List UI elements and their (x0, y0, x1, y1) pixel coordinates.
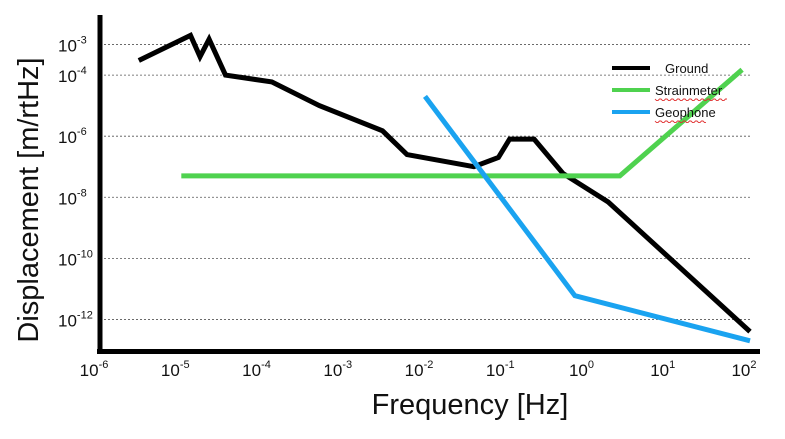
x-tick-label-6: 100 (569, 359, 594, 380)
x-tick-label-7: 101 (650, 359, 675, 380)
legend-label-geophone: Geophone (655, 105, 716, 120)
y-axis-title: Displacement [m/rtHz] (13, 57, 45, 342)
grid-lines (100, 44, 752, 320)
x-tick-label-3: 10-3 (323, 359, 352, 380)
y-tick-labels: 10-3 10-4 10-6 10-8 10-10 10-12 (58, 35, 93, 331)
legend-label-ground: Ground (665, 61, 708, 76)
y-tick-label-4: 10-10 (58, 248, 93, 269)
legend-label-strainmeter: Strainmeter (655, 83, 723, 98)
series-line-geophone (423, 94, 751, 344)
y-tick-label-3: 10-8 (58, 187, 87, 208)
y-tick-label-1: 10-4 (58, 65, 87, 86)
series-line-ground (137, 32, 752, 334)
x-tick-label-5: 10-1 (486, 359, 515, 380)
series-line-strainmeter (181, 67, 744, 179)
series-lines (137, 32, 752, 344)
x-tick-label-2: 10-4 (242, 359, 271, 380)
x-tick-label-4: 10-2 (405, 359, 434, 380)
y-tick-label-5: 10-12 (58, 309, 93, 330)
y-tick-label-2: 10-6 (58, 126, 87, 147)
x-axis-title: Frequency [Hz] (372, 389, 569, 421)
y-tick-label-0: 10-3 (58, 35, 87, 56)
x-tick-label-1: 10-5 (161, 359, 190, 380)
legend: Ground Strainmeter Geophone (612, 61, 727, 124)
x-tick-labels: 10-6 10-5 10-4 10-3 10-2 10-1 100 101 102 (80, 359, 757, 380)
spellcheck-underline-geophone (654, 120, 706, 124)
x-tick-label-0: 10-6 (80, 359, 109, 380)
x-tick-label-8: 102 (731, 359, 756, 380)
spellcheck-underline-strainmeter (654, 98, 727, 102)
